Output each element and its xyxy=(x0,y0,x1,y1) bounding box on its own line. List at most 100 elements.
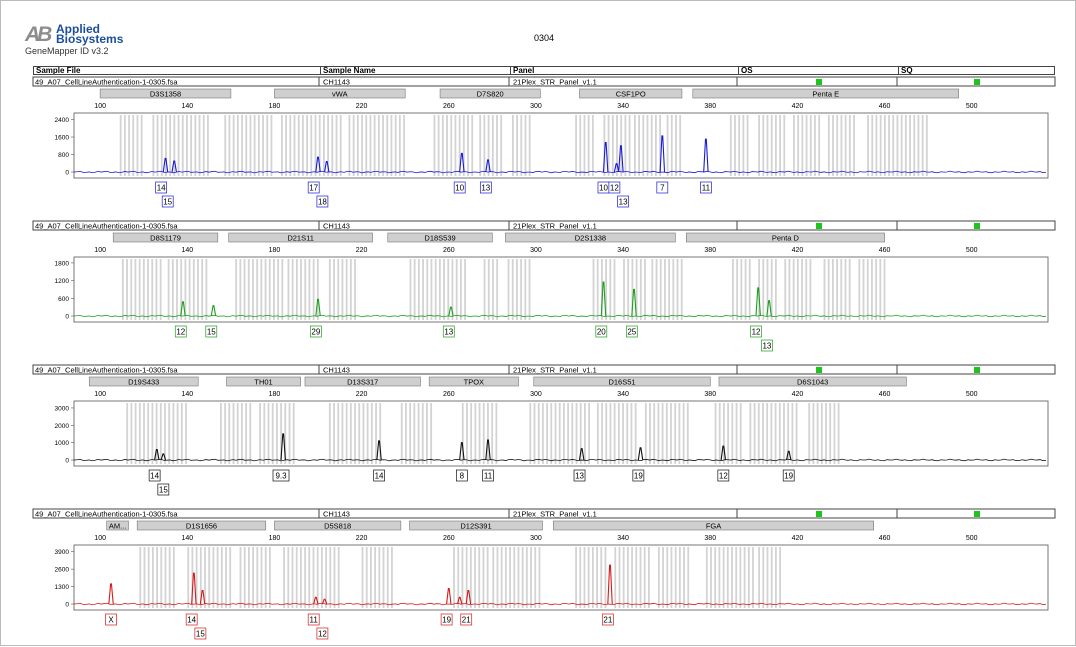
allele-bin xyxy=(662,547,664,608)
allele-bin xyxy=(220,547,223,608)
allele-bin xyxy=(354,259,356,320)
allele-bin xyxy=(734,115,736,176)
allele-bin xyxy=(291,547,294,608)
allele-bin xyxy=(686,403,689,464)
allele-bin xyxy=(795,403,798,464)
allele-bin xyxy=(130,403,133,464)
marker-bar xyxy=(304,376,421,387)
allele-bin xyxy=(809,259,812,320)
y-tick-label: 1300 xyxy=(55,584,70,591)
allele-bin xyxy=(917,115,920,176)
allele-bin xyxy=(483,115,486,176)
y-tick-label: 0 xyxy=(65,170,69,177)
allele-bin xyxy=(774,403,777,464)
allele-bin xyxy=(579,403,582,464)
trace-peak xyxy=(485,159,491,173)
allele-bin xyxy=(579,115,582,176)
panel-green: 49_A07_CellLineAuthentication-1-0305.fsa… xyxy=(32,220,1056,352)
allele-bin xyxy=(736,259,739,320)
allele-bin xyxy=(812,403,815,464)
allele-bin xyxy=(164,403,166,464)
allele-call-label: 21 xyxy=(603,616,612,625)
allele-call-box xyxy=(440,613,453,626)
trace-peak xyxy=(459,152,465,173)
allele-bin xyxy=(386,115,389,176)
table-header: Sample File Sample Name Panel OS SQ xyxy=(33,66,1055,75)
os-quality-flag xyxy=(816,79,822,85)
y-tick-label: 0 xyxy=(65,602,69,609)
allele-bin xyxy=(328,403,331,464)
allele-bin xyxy=(639,259,642,320)
trace-peak xyxy=(720,445,727,461)
allele-call-box xyxy=(656,181,669,194)
allele-bin xyxy=(240,403,243,464)
allele-bin xyxy=(264,547,267,608)
x-tick-label: 220 xyxy=(356,247,368,254)
allele-bin xyxy=(310,115,313,176)
trace-peak xyxy=(280,433,286,461)
allele-bin xyxy=(138,259,141,320)
allele-bin xyxy=(793,115,795,176)
x-tick-label: 260 xyxy=(443,391,455,398)
allele-call-box xyxy=(155,181,168,194)
allele-call-label: 13 xyxy=(575,472,584,481)
allele-bin xyxy=(774,547,777,608)
brand-line1: Applied xyxy=(56,22,100,36)
allele-bin xyxy=(762,259,765,320)
allele-bin xyxy=(314,115,317,176)
allele-bin xyxy=(644,403,647,464)
x-tick-label: 260 xyxy=(443,535,455,542)
allele-bin xyxy=(382,115,384,176)
allele-bin xyxy=(159,259,162,320)
trace-peak xyxy=(160,453,167,461)
allele-call-box xyxy=(617,195,629,208)
allele-bin xyxy=(921,115,924,176)
allele-bin xyxy=(818,115,821,176)
allele-bin xyxy=(649,403,651,464)
panel-black: 49_A07_CellLineAuthentication-1-0305.fsa… xyxy=(32,364,1056,496)
trace-peak xyxy=(602,141,609,173)
allele-bin xyxy=(152,115,155,176)
allele-bin xyxy=(762,403,764,464)
allele-call-label: 15 xyxy=(163,198,172,207)
allele-bin xyxy=(276,403,278,464)
allele-call-box xyxy=(601,613,614,626)
allele-bin xyxy=(312,547,315,608)
allele-bin xyxy=(679,115,682,176)
allele-bin xyxy=(287,259,290,320)
allele-bin xyxy=(483,259,486,320)
x-tick-label: 500 xyxy=(966,535,978,542)
x-tick-label: 180 xyxy=(269,391,281,398)
row-border xyxy=(32,364,1056,375)
allele-bin xyxy=(239,259,242,320)
trace-peak xyxy=(321,598,328,605)
allele-bin xyxy=(373,115,376,176)
allele-bin xyxy=(164,547,167,608)
allele-bin xyxy=(243,547,246,608)
allele-bin xyxy=(900,115,903,176)
allele-bin xyxy=(126,403,129,464)
allele-bin xyxy=(613,403,616,464)
allele-bin xyxy=(496,259,499,320)
allele-bin xyxy=(622,547,625,608)
allele-bin xyxy=(491,115,494,176)
allele-bin xyxy=(779,547,781,608)
marker-bar xyxy=(579,88,683,99)
allele-call-box xyxy=(608,181,621,194)
allele-bin xyxy=(467,115,469,176)
allele-bin xyxy=(197,259,199,320)
trace-peak xyxy=(180,301,186,317)
sample-row: 49_A07_CellLineAuthentication-1-0305.fsa… xyxy=(32,76,1056,87)
col-sample-file: Sample File xyxy=(36,67,81,74)
allele-bin xyxy=(579,547,582,608)
allele-bin xyxy=(788,259,791,320)
allele-bin xyxy=(766,403,769,464)
allele-bin xyxy=(451,259,454,320)
allele-bin xyxy=(252,259,254,320)
allele-bin xyxy=(628,115,631,176)
allele-bin xyxy=(674,403,677,464)
allele-bin xyxy=(740,259,743,320)
allele-bin xyxy=(670,115,673,176)
allele-bin xyxy=(433,115,436,176)
allele-call-box xyxy=(105,613,117,626)
